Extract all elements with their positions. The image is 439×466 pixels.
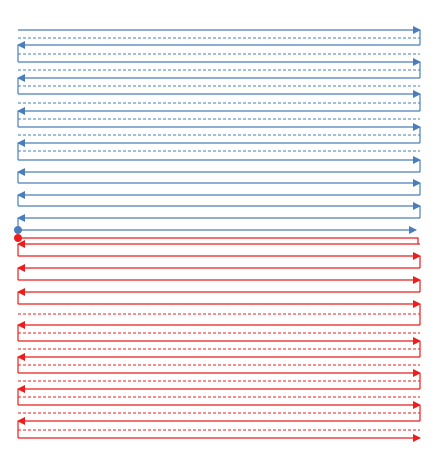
blue-start-dot (14, 226, 22, 234)
red-start-line (18, 237, 419, 244)
red-connectors (17, 244, 421, 438)
red-start-dot (14, 234, 22, 242)
red-dashed-lines (18, 313, 420, 431)
blue-rows (17, 26, 421, 234)
red-rows (17, 240, 421, 442)
blue-connectors (17, 30, 421, 230)
blue-dashed-lines (18, 37, 420, 152)
